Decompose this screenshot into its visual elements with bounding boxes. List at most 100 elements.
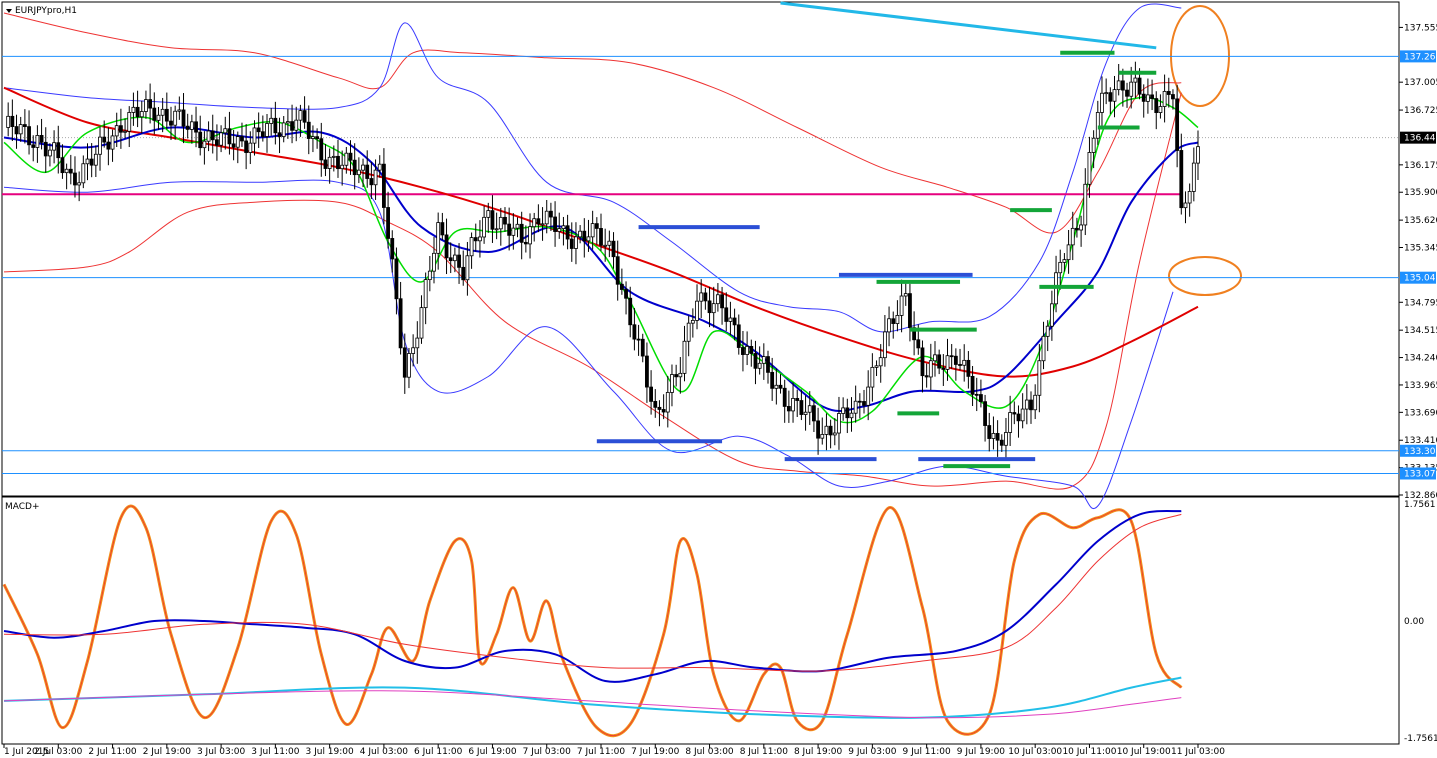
candle-body xyxy=(361,164,365,171)
candle-body xyxy=(185,125,190,130)
candle-body xyxy=(937,354,942,369)
candle-body xyxy=(599,228,603,246)
candle-body xyxy=(448,257,453,262)
x-tick-label: 8 Jul 11:00 xyxy=(740,747,789,757)
candle-body xyxy=(27,126,31,146)
candle-body xyxy=(494,228,499,231)
candle-body xyxy=(1162,91,1167,107)
candle-body xyxy=(223,128,228,134)
candle-body xyxy=(970,375,975,395)
candle-body xyxy=(678,372,683,378)
candle-body xyxy=(352,159,357,176)
x-tick-label: 3 Jul 11:00 xyxy=(251,747,300,757)
candle-body xyxy=(1175,98,1180,151)
candle-body xyxy=(903,293,908,297)
candle-body xyxy=(18,124,23,135)
macd-y-tick-label: 0.00 xyxy=(1404,617,1424,627)
x-tick-label: 11 Jul 03:00 xyxy=(1171,747,1225,757)
candle-body xyxy=(1041,335,1046,362)
candle-body xyxy=(828,425,833,436)
candle-body xyxy=(1004,432,1008,446)
price-tag xyxy=(1400,50,1436,63)
candle-body xyxy=(791,398,795,412)
candle-body xyxy=(235,136,240,148)
candle-body xyxy=(565,225,570,240)
candle-body xyxy=(899,295,904,316)
candle-body xyxy=(452,254,457,262)
candle-body xyxy=(490,210,495,230)
x-tick-label: 9 Jul 19:00 xyxy=(957,747,1006,757)
candle-body xyxy=(607,240,612,246)
candle-body xyxy=(6,115,11,128)
candle-body xyxy=(457,254,461,268)
candle-body xyxy=(778,384,783,389)
candle-body xyxy=(891,318,896,324)
x-tick-label: 3 Jul 19:00 xyxy=(306,747,355,757)
candle-body xyxy=(991,433,996,439)
candle-body xyxy=(962,359,967,366)
candle-body xyxy=(615,256,620,285)
y-tick-label: 137.555 xyxy=(1404,23,1437,33)
triangle-down-icon[interactable] xyxy=(6,9,12,13)
candle-body xyxy=(81,163,86,184)
x-tick-label: 8 Jul 19:00 xyxy=(794,747,843,757)
candle-body xyxy=(365,164,370,179)
candle-body xyxy=(419,307,424,339)
candle-body xyxy=(882,331,887,359)
candle-body xyxy=(1166,91,1171,95)
candle-body xyxy=(674,374,679,378)
candle-body xyxy=(515,223,520,229)
candle-body xyxy=(1125,89,1129,97)
y-tick-label: 133.410 xyxy=(1404,436,1437,446)
candle-body xyxy=(273,117,278,134)
candle-body xyxy=(724,307,729,322)
candle-body xyxy=(1129,81,1134,97)
candle-body xyxy=(1191,162,1196,192)
candle-body xyxy=(862,401,866,406)
candle-body xyxy=(736,324,741,348)
candle-body xyxy=(265,123,269,137)
x-tick-label: 10 Jul 19:00 xyxy=(1117,747,1171,757)
y-tick-label: 133.965 xyxy=(1404,381,1437,391)
candle-body xyxy=(557,228,562,232)
candle-body xyxy=(619,283,624,290)
candle-body xyxy=(1037,360,1042,396)
candle-body xyxy=(1171,94,1175,100)
candle-body xyxy=(194,121,198,133)
price-tag xyxy=(1400,271,1436,284)
candle-body xyxy=(670,374,674,393)
macd-panel-frame xyxy=(1,496,1400,745)
y-tick-label: 135.345 xyxy=(1404,244,1437,254)
candle-body xyxy=(1120,80,1125,91)
candle-body xyxy=(302,110,307,123)
candle-body xyxy=(68,168,73,174)
candle-body xyxy=(31,144,36,148)
candle-body xyxy=(85,158,90,165)
candle-body xyxy=(336,155,340,170)
candle-body xyxy=(1187,191,1192,204)
candle-body xyxy=(1154,98,1159,113)
candle-body xyxy=(720,294,724,309)
candle-body xyxy=(482,216,487,238)
candle-body xyxy=(427,270,432,281)
candle-body xyxy=(444,234,449,259)
candle-body xyxy=(745,346,750,355)
x-tick-label: 2 Jul 19:00 xyxy=(143,747,192,757)
y-tick-label: 135.620 xyxy=(1404,216,1437,226)
candle-body xyxy=(1183,202,1188,209)
candle-body xyxy=(912,327,917,341)
candle-body xyxy=(628,297,633,326)
candle-body xyxy=(832,432,837,436)
candle-body xyxy=(369,178,374,186)
candle-body xyxy=(394,258,399,300)
macd-signal-line xyxy=(3,513,1182,672)
candle-body xyxy=(812,405,816,422)
candle-body xyxy=(553,216,557,232)
x-tick-label: 9 Jul 03:00 xyxy=(848,747,897,757)
candle-body xyxy=(857,400,862,403)
candle-body xyxy=(657,406,662,410)
candle-body xyxy=(210,130,215,141)
candle-body xyxy=(89,158,94,166)
trendline[interactable] xyxy=(780,1,1157,50)
candle-body xyxy=(386,207,390,239)
